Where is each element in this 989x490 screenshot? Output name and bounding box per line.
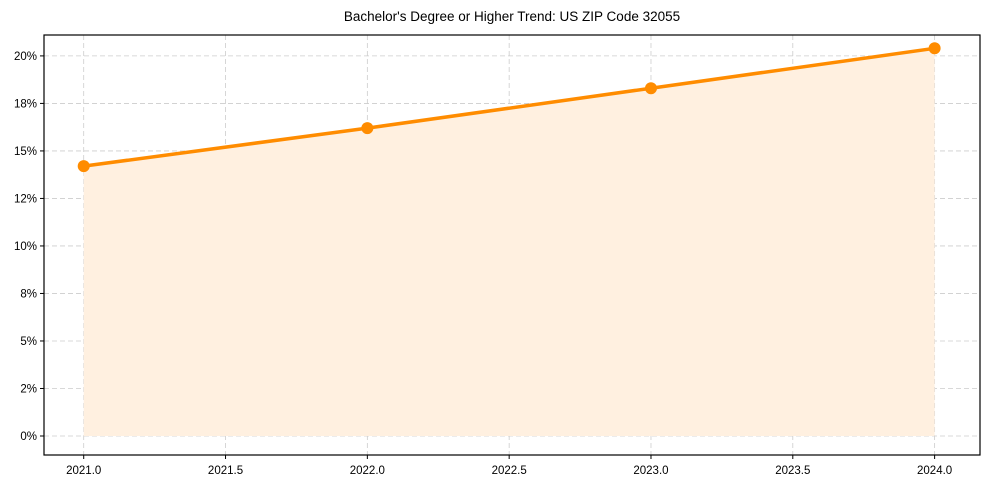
x-tick-label: 2021.0 [66, 465, 101, 477]
x-tick-label: 2023.5 [775, 465, 810, 477]
y-tick-label: 8% [20, 288, 37, 300]
y-tick-label: 12% [14, 193, 37, 205]
y-tick-label: 20% [14, 51, 37, 63]
plot-frame [43, 34, 981, 456]
data-point-marker [644, 82, 657, 95]
y-tick-label: 10% [14, 241, 37, 253]
x-tick-label: 2024.0 [917, 465, 952, 477]
x-axis: 2021.0 2021.5 2022.0 2022.5 2023.0 2023.5 2024… [66, 455, 952, 477]
y-tick-label: 5% [20, 336, 37, 348]
data-point-marker [361, 122, 374, 135]
x-tick-label: 2022.0 [350, 465, 385, 477]
chart-title: Bachelor's Degree or Higher Trend: US ZI… [344, 9, 680, 24]
area-fill [83, 48, 935, 436]
y-tick-label: 2% [20, 383, 37, 395]
data-point-marker [928, 42, 941, 55]
y-axis: 0% 2% 5% 8% 10% 12% 15% 18% 20% [14, 51, 44, 443]
y-tick-label: 0% [20, 431, 37, 443]
data-point-marker [77, 160, 90, 173]
x-tick-label: 2021.5 [208, 465, 243, 477]
x-tick-label: 2022.5 [492, 465, 527, 477]
data-markers [77, 42, 941, 173]
y-tick-label: 18% [14, 98, 37, 110]
x-tick-label: 2023.0 [633, 465, 668, 477]
y-tick-label: 15% [14, 146, 37, 158]
trend-line [83, 46, 935, 168]
